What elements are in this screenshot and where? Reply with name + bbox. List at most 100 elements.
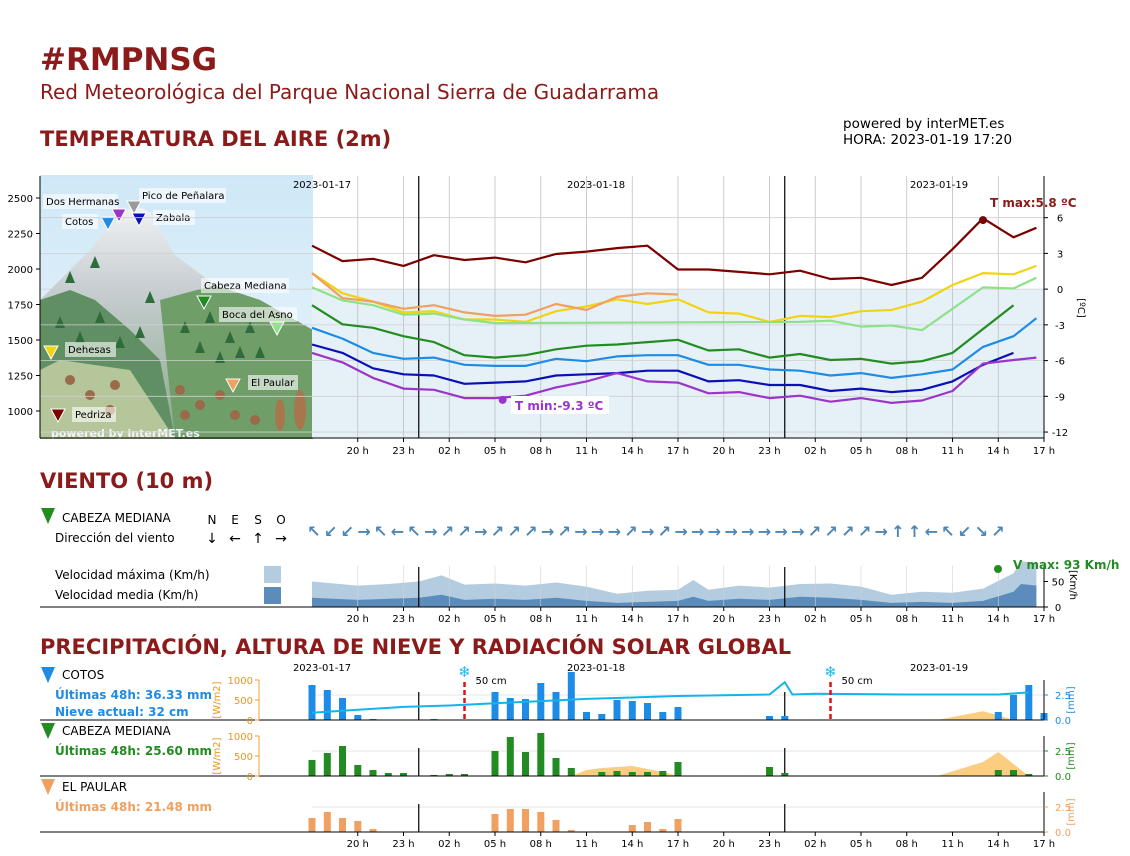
precip-bar <box>491 751 499 776</box>
precip-bar <box>766 767 773 776</box>
precip-bar <box>445 774 453 776</box>
precip-bar <box>1025 774 1033 776</box>
compass-letter: N <box>208 513 217 527</box>
wind-tick-label: 0 <box>1055 603 1061 614</box>
precip-bar <box>552 758 560 776</box>
wind-x-tick-label: 20 h <box>713 614 735 625</box>
wind-station-icon <box>41 508 55 524</box>
precip-bar <box>308 818 316 832</box>
precip-date-label: 2023-01-17 <box>293 663 351 674</box>
precip-x-tick-label: 02 h <box>438 839 460 850</box>
wind-direction-arrow-icon: → <box>741 522 754 541</box>
map-deciduous-tree <box>195 400 205 410</box>
precip-mm-axis-label: [mm] <box>1066 742 1077 769</box>
solar-axis-label: [W/m2] <box>212 737 223 774</box>
wind-x-tick-label: 08 h <box>896 614 918 625</box>
precip-bar <box>1010 695 1017 720</box>
precip-x-tick-label: 20 h <box>347 839 369 850</box>
wind-station-name: CABEZA MEDIANA <box>62 511 172 525</box>
wind-x-tick-label: 17 h <box>667 614 689 625</box>
precip-bar <box>674 707 682 720</box>
wind-direction-arrow-icon: → <box>357 522 370 541</box>
wind-x-tick-label: 11 h <box>575 614 597 625</box>
powered-by-block: powered by interMET.es HORA: 2023-01-19 … <box>843 116 1012 148</box>
compass-letter: O <box>276 513 285 527</box>
wind-legend-mean: Velocidad media (Km/h) <box>55 588 198 602</box>
precip-bar <box>308 760 316 776</box>
precip-bar <box>659 712 667 720</box>
wind-direction-arrow-icon: → <box>758 522 771 541</box>
temp-x-tick-label: 23 h <box>758 446 780 457</box>
wind-x-tick-label: 23 h <box>758 614 780 625</box>
wind-x-tick-label: 20 h <box>347 614 369 625</box>
precip-bar <box>628 772 636 776</box>
temp-series-line <box>311 272 679 317</box>
wind-x-tick-label: 02 h <box>438 614 460 625</box>
tmin-marker <box>498 395 507 404</box>
altitude-tick-label: 1500 <box>8 336 33 347</box>
tmin-label: T min:-9.3 ºC <box>515 399 604 413</box>
wind-direction-arrow-icon: → <box>424 522 437 541</box>
precip-date-label: 2023-01-19 <box>910 663 968 674</box>
precip-bar <box>659 771 667 776</box>
wind-x-tick-label: 23 h <box>392 614 414 625</box>
precip-bar <box>369 770 377 776</box>
map-deciduous-tree <box>215 390 225 400</box>
precip-bar <box>323 753 331 776</box>
precip-mm-tick-label: 0.0 <box>1055 716 1071 727</box>
precip-bar <box>354 821 362 832</box>
precip-bar <box>537 733 545 776</box>
temp-x-tick-label: 05 h <box>850 446 872 457</box>
wind-direction-arrow-icon: ↗ <box>558 522 571 541</box>
wind-direction-arrow-icon: → <box>574 522 587 541</box>
temp-tick-label: -12 <box>1052 428 1068 439</box>
precip-bar <box>781 773 789 776</box>
solar-tick-label: 0 <box>247 716 253 727</box>
precip-bar <box>567 768 575 776</box>
map-deciduous-tree <box>85 390 95 400</box>
map-tree <box>145 291 155 303</box>
temperature-section-title: TEMPERATURA DEL AIRE (2m) <box>40 127 392 151</box>
solar-radiation-area <box>571 752 1029 776</box>
temp-date-label: 2023-01-19 <box>910 180 968 191</box>
precip-bar <box>491 692 499 720</box>
wind-direction-arrow-icon: ↑ <box>891 522 904 541</box>
wind-direction-arrow-icon: ↗ <box>658 522 671 541</box>
precip-bar <box>552 820 560 832</box>
wind-direction-arrow-icon: ↗ <box>457 522 470 541</box>
precip-bar <box>613 700 621 720</box>
map-tall-tree <box>275 399 285 431</box>
wind-direction-label: Dirección del viento <box>55 531 175 545</box>
precip-bar <box>552 692 560 720</box>
temp-series-line <box>311 276 1037 332</box>
map-tall-tree <box>294 390 306 430</box>
precip-bar <box>598 714 606 720</box>
precip-bar <box>323 690 331 720</box>
wind-max-area <box>312 561 1037 607</box>
compass-arrow-icon: ← <box>229 531 241 547</box>
wind-direction-arrow-icon: → <box>541 522 554 541</box>
temp-axis-label: [ºC] <box>1075 298 1086 318</box>
precip-x-tick-label: 20 h <box>713 839 735 850</box>
temp-x-tick-label: 17 h <box>1033 446 1055 457</box>
map-tree <box>115 336 125 348</box>
map-label-bg <box>219 307 297 322</box>
precip-bar <box>384 773 392 776</box>
snow-event-label: 50 cm <box>476 676 507 687</box>
precip-bar <box>537 812 545 832</box>
map-tree <box>75 331 85 343</box>
precip-section-title: PRECIPITACIÓN, ALTURA DE NIEVE Y RADIACI… <box>40 635 792 659</box>
precip-bar <box>1025 685 1033 720</box>
map-tree <box>225 331 235 343</box>
map-deciduous-tree <box>180 410 190 420</box>
precip-station-icon <box>41 779 55 795</box>
wind-legend-max: Velocidad máxima (Km/h) <box>55 568 210 582</box>
station-marker-icon <box>225 378 241 394</box>
wind-direction-arrow-icon: ← <box>391 522 404 541</box>
snow-event-label: 50 cm <box>842 676 873 687</box>
precip-x-tick-label: 11 h <box>941 839 963 850</box>
precip-bar <box>583 712 590 720</box>
solar-radiation-area <box>937 711 1014 720</box>
precip-bar <box>323 812 331 832</box>
